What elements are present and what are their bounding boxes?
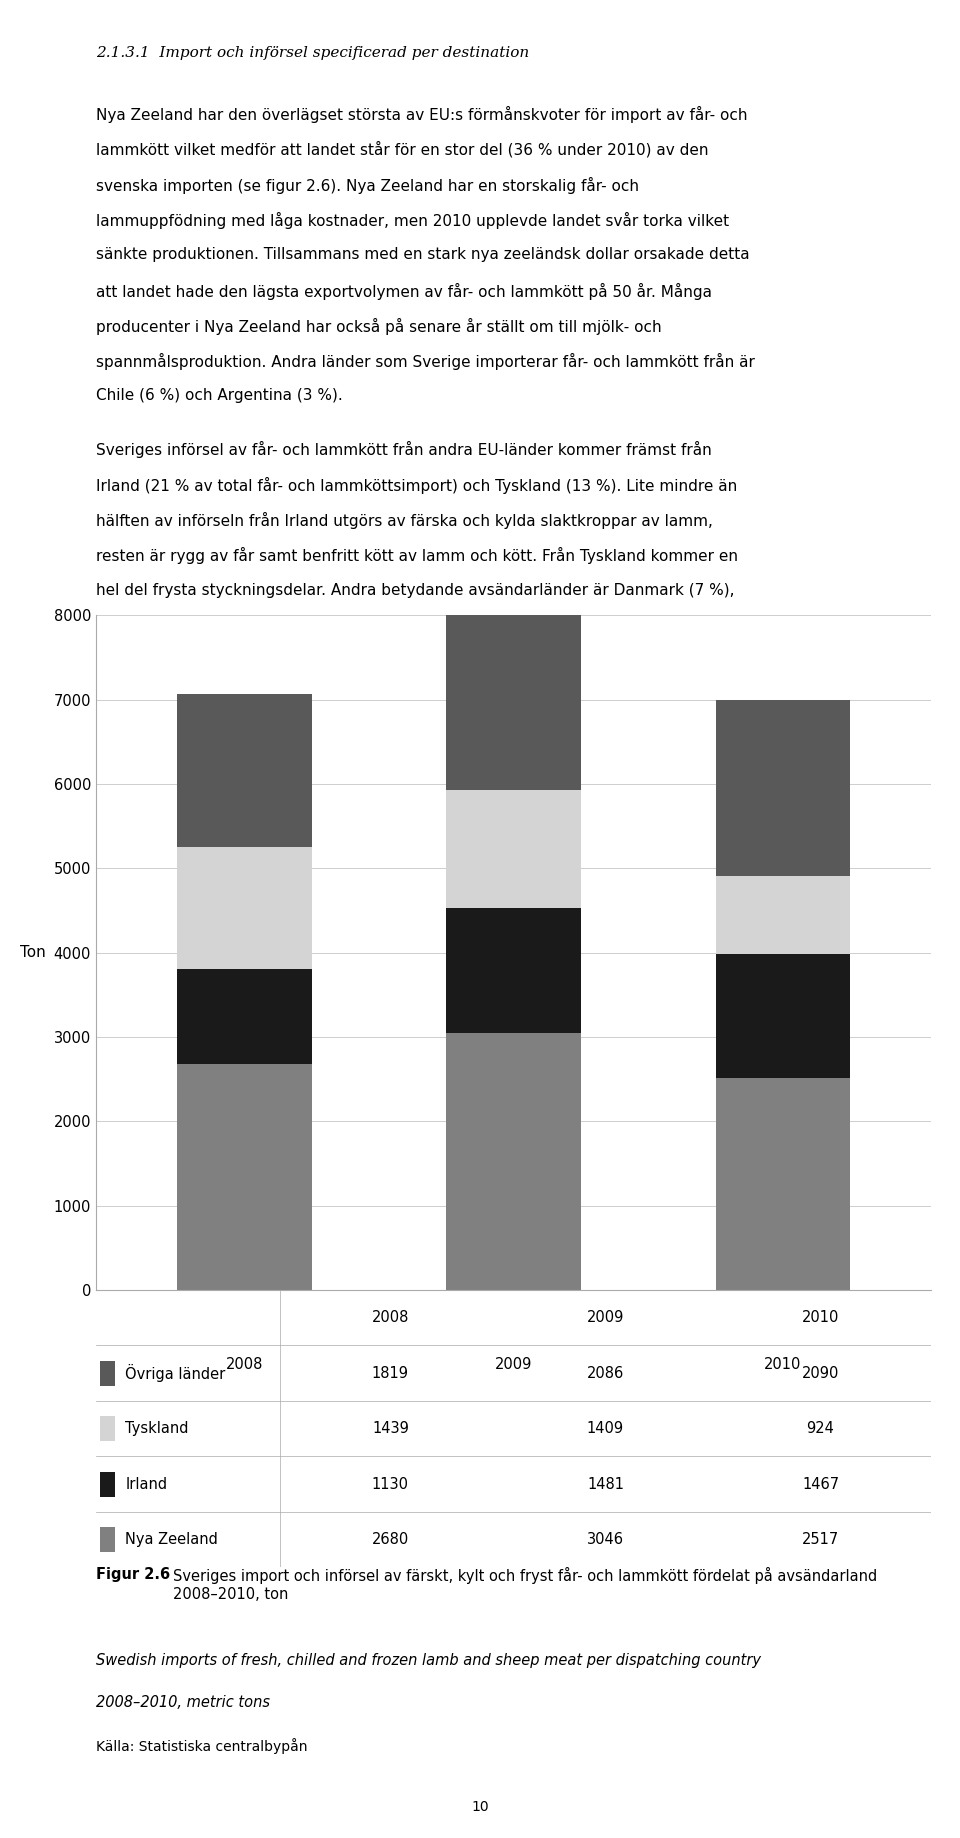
Bar bbox=[715, 700, 851, 877]
Bar bbox=[100, 1415, 115, 1441]
Text: Tyskland: Tyskland bbox=[125, 1421, 189, 1435]
Text: 2010: 2010 bbox=[802, 1310, 839, 1325]
Text: Nya Zeeland har den överlägset största av EU:s förmånskvoter för import av får- : Nya Zeeland har den överlägset största a… bbox=[96, 107, 748, 123]
Bar bbox=[446, 614, 581, 790]
Bar bbox=[177, 847, 312, 969]
Bar bbox=[100, 1360, 115, 1386]
Text: 2009: 2009 bbox=[495, 1358, 532, 1373]
Text: 2009: 2009 bbox=[587, 1310, 624, 1325]
Text: Chile (6 %) och Argentina (3 %).: Chile (6 %) och Argentina (3 %). bbox=[96, 388, 343, 404]
Text: Swedish imports of fresh, chilled and frozen lamb and sheep meat per dispatching: Swedish imports of fresh, chilled and fr… bbox=[96, 1652, 761, 1667]
Text: lammkött vilket medför att landet står för en stor del (36 % under 2010) av den: lammkött vilket medför att landet står f… bbox=[96, 142, 708, 158]
Text: lammuppfödning med låga kostnader, men 2010 upplevde landet svår torka vilket: lammuppfödning med låga kostnader, men 2… bbox=[96, 211, 730, 230]
Text: 1481: 1481 bbox=[587, 1476, 624, 1492]
Text: hel del frysta styckningsdelar. Andra betydande avsändarländer är Danmark (7 %),: hel del frysta styckningsdelar. Andra be… bbox=[96, 583, 734, 597]
Text: Källa: Statistiska centralbyрån: Källa: Statistiska centralbyрån bbox=[96, 1739, 307, 1753]
Text: 924: 924 bbox=[806, 1421, 834, 1435]
Text: 2517: 2517 bbox=[802, 1533, 839, 1548]
Text: 3046: 3046 bbox=[587, 1533, 624, 1548]
Text: 1467: 1467 bbox=[802, 1476, 839, 1492]
Bar bbox=[715, 954, 851, 1077]
Bar bbox=[177, 1064, 312, 1290]
Text: 2090: 2090 bbox=[802, 1366, 839, 1380]
Y-axis label: Ton: Ton bbox=[20, 945, 46, 959]
Bar bbox=[446, 1033, 581, 1290]
Text: 10: 10 bbox=[471, 1799, 489, 1814]
Text: Irland (21 % av total får- och lammköttsimport) och Tyskland (13 %). Lite mindre: Irland (21 % av total får- och lammkötts… bbox=[96, 476, 737, 494]
Text: 1409: 1409 bbox=[587, 1421, 624, 1435]
Text: Nya Zeeland: Nya Zeeland bbox=[125, 1533, 218, 1548]
Text: 2008–2010, metric tons: 2008–2010, metric tons bbox=[96, 1695, 270, 1711]
Text: Sveriges import och införsel av färskt, kylt och fryst får- och lammkött fördela: Sveriges import och införsel av färskt, … bbox=[173, 1568, 877, 1601]
Text: svenska importen (se figur 2.6). Nya Zeeland har en storskalig får- och: svenska importen (se figur 2.6). Nya Zee… bbox=[96, 176, 639, 193]
Text: 2008: 2008 bbox=[226, 1358, 263, 1373]
Bar bbox=[446, 790, 581, 908]
Text: 2680: 2680 bbox=[372, 1533, 409, 1548]
Text: spannmålsproduktion. Andra länder som Sverige importerar får- och lammkött från : spannmålsproduktion. Andra länder som Sv… bbox=[96, 353, 755, 369]
Text: att landet hade den lägsta exportvolymen av får- och lammkött på 50 år. Många: att landet hade den lägsta exportvolymen… bbox=[96, 283, 712, 300]
Text: 2086: 2086 bbox=[587, 1366, 624, 1380]
Bar bbox=[715, 1077, 851, 1290]
Bar bbox=[715, 877, 851, 954]
Text: Irland: Irland bbox=[125, 1476, 167, 1492]
Text: Belgien (5 %) och Nederländerna (5 %).: Belgien (5 %) och Nederländerna (5 %). bbox=[96, 618, 401, 632]
Text: resten är rygg av får samt benfritt kött av lamm och kött. Från Tyskland kommer : resten är rygg av får samt benfritt kött… bbox=[96, 548, 738, 564]
Text: hälften av införseln från Irland utgörs av färska och kylda slaktkroppar av lamm: hälften av införseln från Irland utgörs … bbox=[96, 513, 713, 529]
Bar bbox=[100, 1527, 115, 1551]
Text: 2.1.3.1  Import och införsel specificerad per destination: 2.1.3.1 Import och införsel specificerad… bbox=[96, 46, 529, 61]
Text: sänkte produktionen. Tillsammans med en stark nya zeeländsk dollar orsakade dett: sänkte produktionen. Tillsammans med en … bbox=[96, 248, 750, 263]
Text: 1439: 1439 bbox=[372, 1421, 409, 1435]
Text: 2010: 2010 bbox=[764, 1358, 802, 1373]
Bar bbox=[177, 969, 312, 1064]
Bar bbox=[446, 908, 581, 1033]
Text: 2008: 2008 bbox=[372, 1310, 409, 1325]
Text: producenter i Nya Zeeland har också på senare år ställt om till mjölk- och: producenter i Nya Zeeland har också på s… bbox=[96, 318, 661, 335]
Bar bbox=[100, 1472, 115, 1496]
Text: 1130: 1130 bbox=[372, 1476, 409, 1492]
Text: Övriga länder: Övriga länder bbox=[125, 1364, 226, 1382]
Text: 1819: 1819 bbox=[372, 1366, 409, 1380]
Text: Figur 2.6: Figur 2.6 bbox=[96, 1568, 170, 1583]
Bar bbox=[177, 695, 312, 847]
Text: Sveriges införsel av får- och lammkött från andra EU-länder kommer främst från: Sveriges införsel av får- och lammkött f… bbox=[96, 441, 711, 458]
